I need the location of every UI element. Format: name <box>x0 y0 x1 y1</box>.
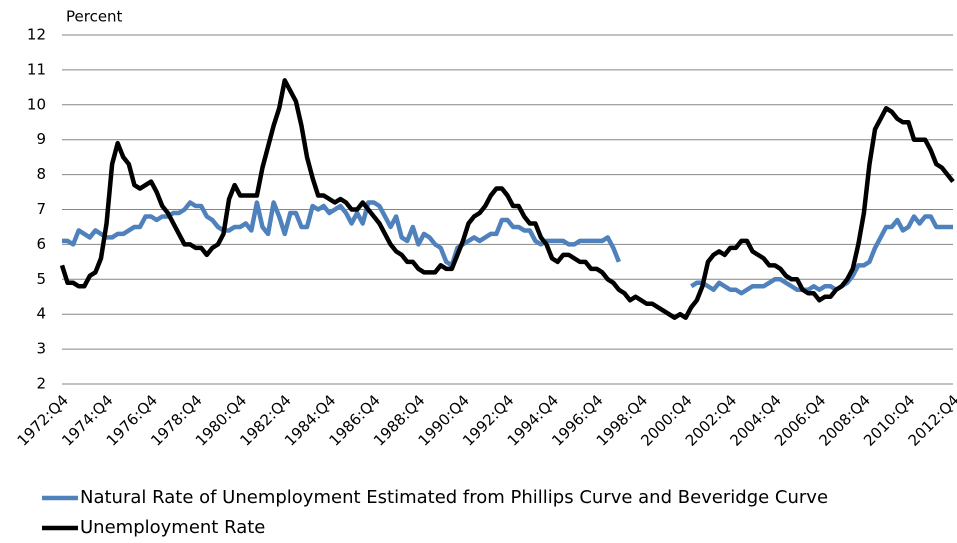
y-tick-label: 8 <box>36 165 46 183</box>
y-tick-label: 6 <box>36 235 46 253</box>
y-axis-label: Percent <box>66 8 123 26</box>
y-tick-label: 7 <box>36 200 46 218</box>
y-tick-label: 12 <box>27 26 46 44</box>
y-tick-label: 3 <box>36 340 46 358</box>
legend-label: Unemployment Rate <box>80 517 265 538</box>
y-tick-label: 9 <box>36 130 46 148</box>
y-tick-label: 10 <box>27 95 46 113</box>
series-line <box>62 200 953 296</box>
y-tick-label: 2 <box>36 375 46 393</box>
y-tick-label: 11 <box>27 60 46 78</box>
series-line <box>59 78 955 320</box>
y-tick-label: 5 <box>36 270 46 288</box>
legend-label: Natural Rate of Unemployment Estimated f… <box>80 487 828 508</box>
y-tick-label: 4 <box>36 305 46 323</box>
